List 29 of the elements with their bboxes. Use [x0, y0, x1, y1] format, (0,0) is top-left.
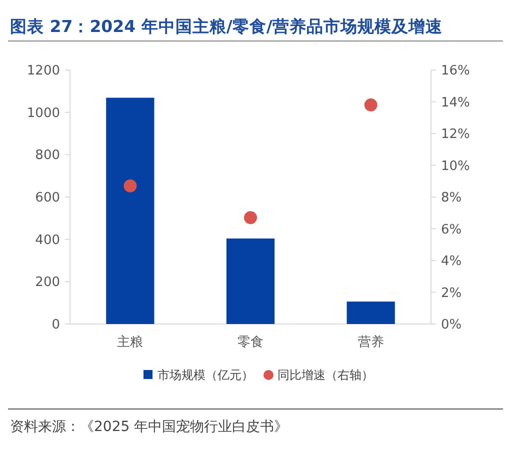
legend-label: 同比增速（右轴） — [278, 368, 374, 382]
y-tick-label: 600 — [35, 190, 60, 206]
text: 资料来源：《2025 年中国宠物行业白皮书》 — [10, 419, 288, 435]
y-tick-label: 1000 — [26, 106, 60, 121]
y2-tick-label: 4% — [441, 254, 462, 270]
y2-tick-label: 10% — [441, 158, 470, 174]
x-tick-label: 主粮 — [117, 334, 144, 350]
chart-title: 图表 27：2024 年中国主粮/零食/营养品市场规模及增速 — [10, 17, 442, 36]
bar — [226, 238, 275, 324]
point — [124, 179, 137, 192]
y2-tick-label: 0% — [441, 318, 462, 333]
y2-tick-label: 14% — [441, 95, 470, 110]
bar — [346, 302, 395, 324]
y2-tick-label: 16% — [441, 64, 470, 79]
bar — [106, 98, 154, 324]
point — [364, 98, 378, 112]
y-tick-label: 200 — [35, 275, 60, 290]
x-tick-label: 营养 — [358, 334, 384, 350]
y2-tick-label: 2% — [441, 286, 462, 301]
y-tick-label: 800 — [35, 148, 60, 164]
x-tick-label: 零食 — [238, 335, 264, 350]
legend-label: 市场规模（亿元） — [158, 368, 254, 382]
y-tick-label: 0 — [52, 318, 60, 333]
y2-tick-label: 6% — [441, 222, 462, 238]
y2-tick-label: 12% — [441, 127, 470, 142]
point — [244, 211, 257, 224]
y-tick-label: 1200 — [26, 64, 60, 79]
y-tick-label: 400 — [35, 232, 60, 248]
y2-tick-label: 8% — [441, 190, 462, 206]
